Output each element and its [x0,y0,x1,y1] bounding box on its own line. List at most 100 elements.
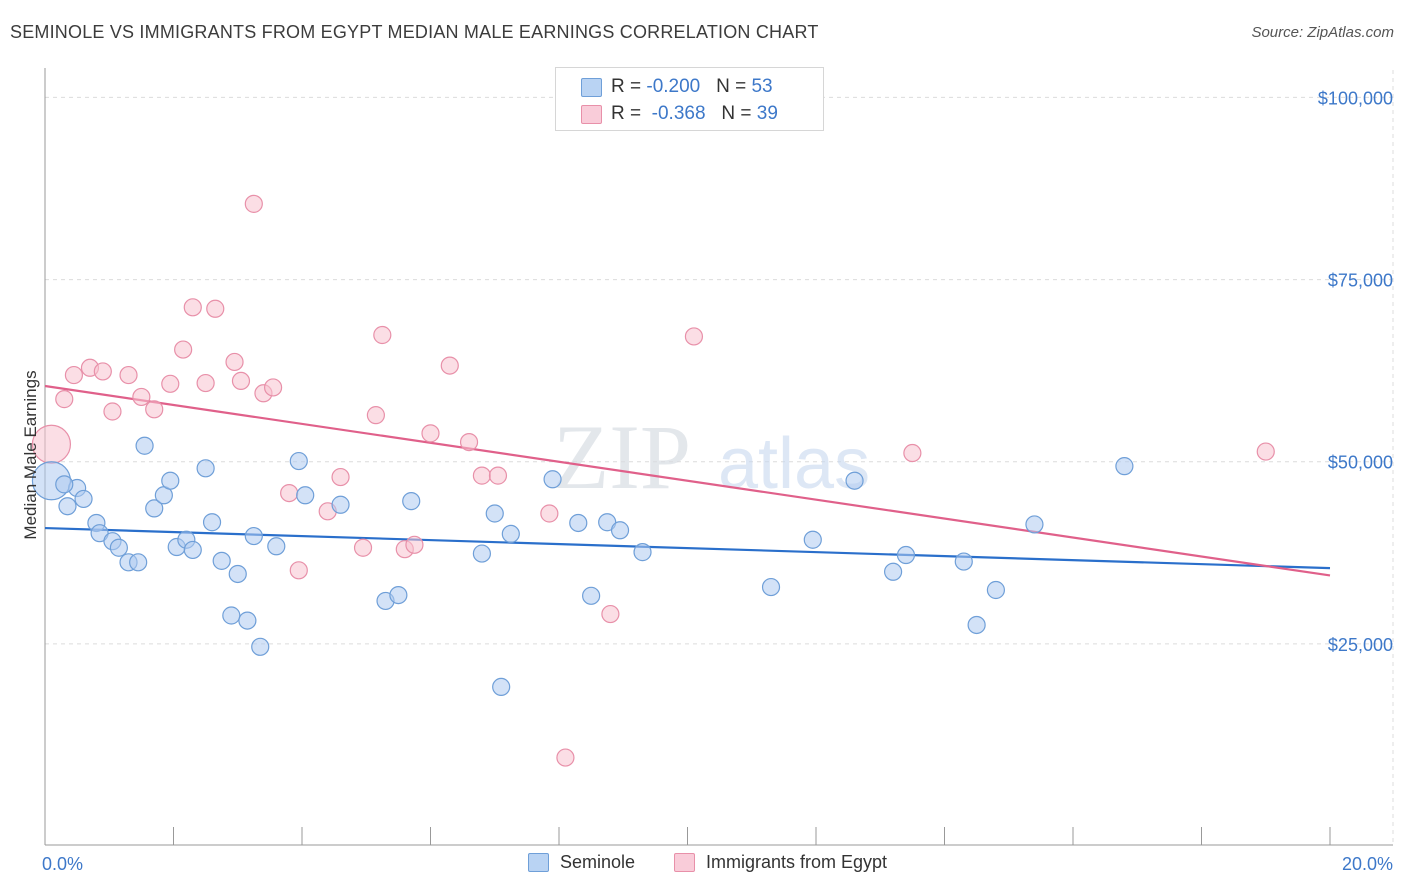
seminole-point [501,524,520,544]
egypt-point [206,299,225,318]
y-tick-label: $50,000 [1328,453,1393,473]
seminole-point [90,524,109,543]
seminole-swatch [581,78,602,97]
egypt-point [263,378,283,397]
seminole-point [244,526,263,546]
egypt-swatch [581,105,602,124]
egypt-point [161,374,180,393]
egypt-point [684,327,704,346]
egypt-point [331,467,350,487]
egypt-label: Immigrants from Egypt [706,852,888,872]
egypt-point [540,504,559,523]
legend: R = -0.200 N = 53 R = -0.368 N = 39 [555,67,824,131]
x-tick-label: 20.0% [1342,854,1393,874]
egypt-point [289,561,308,580]
egypt-point [1256,442,1275,461]
egypt-point [903,443,922,463]
egypt-point [145,400,164,419]
seminole-point [1025,515,1044,534]
legend-r-label: R = [611,76,647,97]
x-tick-label: 0.0% [42,854,83,874]
seminole-point [145,499,164,518]
seminole-point [289,451,308,471]
seminole-point [610,521,630,540]
source-label: Source: ZipAtlas.com [1251,24,1394,41]
seminole-point [954,552,973,571]
seminole-point [238,611,257,630]
seminole-point [761,577,781,597]
seminole-point [58,497,77,516]
seminole-point [296,486,315,505]
legend-n-value: 39 [756,103,778,124]
seminole-point [986,580,1006,600]
y-tick-label: $75,000 [1328,271,1393,291]
egypt-point [183,298,202,317]
egypt-point [405,535,424,554]
legend-r-label: R = [611,103,647,124]
seminole-point [896,545,916,565]
egypt-trend-line [44,384,1331,577]
egypt-point [174,340,193,359]
egypt-point [196,373,215,393]
egypt-point [556,748,575,767]
egypt-point [244,194,263,213]
egypt-point [119,365,138,385]
seminole-point [212,551,231,570]
y-axis-label: Median Male Earnings [21,370,40,539]
seminole-point [267,537,286,556]
seminole-point [161,471,180,490]
egypt-point [225,352,244,372]
seminole-point [402,492,421,511]
egypt-point [601,604,620,624]
egypt-point [103,402,122,421]
seminole-point [196,459,215,478]
legend-n-label: N = [716,76,752,97]
seminole-point [74,489,93,509]
seminole-point [129,553,148,572]
seminole-point [582,586,601,605]
seminole-point [845,471,864,490]
seminole-point [331,495,350,514]
seminole-point [485,504,504,523]
egypt-point [231,371,251,390]
egypt-point [353,538,373,557]
seminole-point [389,585,408,605]
legend-r-value: -0.200 [646,76,701,97]
egypt-point [132,387,151,407]
seminole-point [183,540,202,560]
seminole-point [472,544,491,563]
seminole-point [135,436,154,455]
legend-n-value: 53 [751,76,773,97]
egypt-point [472,466,491,485]
seminole-point [569,513,588,533]
egypt-point [366,406,385,425]
grid-lines [45,70,1394,845]
seminole-point [55,475,74,494]
egypt-point [93,362,112,381]
watermark-zip: ZIP [553,406,691,508]
seminole-point [222,606,241,625]
seminole-point [967,615,986,635]
data-points [31,194,1275,767]
seminole-swatch [528,853,549,872]
y-tick-labels: $25,000 $50,000 $75,000 $100,000 [1318,88,1393,654]
chart-title: SEMINOLE VS IMMIGRANTS FROM EGYPT MEDIAN… [10,22,819,42]
egypt-point [459,433,479,452]
seminole-point [492,677,511,697]
watermark-atlas: atlas [718,424,870,504]
seminole-point [633,543,652,562]
egypt-point [280,484,299,503]
egypt-swatch [674,853,695,872]
seminole-point [251,637,270,656]
seminole-point [228,564,247,584]
seminole-point [883,562,903,581]
egypt-point [421,424,440,443]
seminole-point [109,538,128,557]
egypt-point [488,466,508,485]
y-tick-label: $100,000 [1318,88,1393,108]
watermark: ZIP atlas [553,406,870,508]
egypt-point [440,356,459,375]
seminole-point [543,470,562,489]
seminole-label: Seminole [560,852,636,872]
